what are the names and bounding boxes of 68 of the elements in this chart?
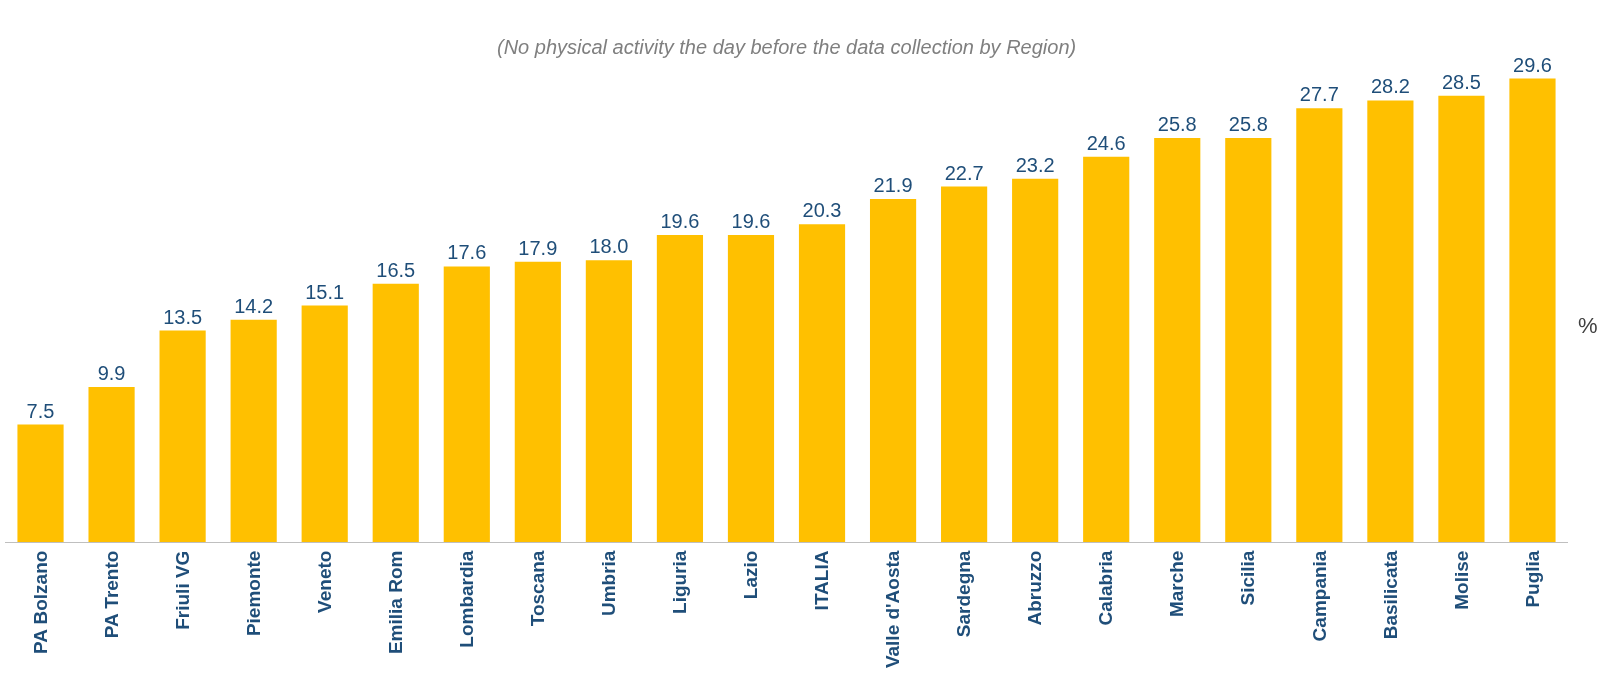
bar — [1509, 78, 1556, 542]
data-label: 17.6 — [447, 241, 487, 264]
x-tick-label: Valle d'Aosta — [882, 550, 904, 669]
bar — [869, 199, 917, 542]
data-label: 19.6 — [731, 210, 771, 233]
y-axis-title: % — [1578, 313, 1598, 338]
bar — [159, 330, 206, 542]
x-tick-label: Sardegna — [953, 550, 975, 638]
bar — [1154, 138, 1201, 542]
bar — [1083, 156, 1130, 542]
bar — [656, 235, 704, 542]
x-tick-label: Molise — [1450, 550, 1472, 610]
bar — [727, 235, 775, 542]
x-tick-label: Umbria — [598, 550, 620, 617]
x-tick-label: Liguria — [669, 550, 691, 614]
x-tick-label: Campania — [1308, 550, 1330, 642]
bar — [301, 305, 348, 542]
x-tick-label: Calabria — [1095, 550, 1117, 626]
data-label: 13.5 — [163, 305, 203, 328]
bar — [230, 319, 277, 542]
x-tick-label: Lazio — [740, 550, 762, 600]
data-label: 17.9 — [518, 236, 558, 259]
x-tick-label: Marche — [1166, 550, 1188, 618]
data-label: 16.5 — [376, 258, 416, 281]
bar — [798, 224, 846, 542]
bar — [372, 283, 419, 542]
bar — [443, 266, 490, 542]
x-tick-label: Piemonte — [242, 550, 264, 637]
bar — [17, 424, 64, 542]
x-tick-label: Lombardia — [455, 550, 477, 648]
chart-subtitle: (No physical activity the day before the data collection by Region) — [497, 36, 1077, 58]
data-label: 18.0 — [589, 235, 629, 258]
x-tick-label: Abruzzo — [1024, 550, 1046, 626]
data-label: 14.2 — [234, 294, 274, 317]
data-label: 28.5 — [1441, 70, 1481, 93]
bar — [514, 261, 561, 542]
data-label: 20.3 — [802, 199, 842, 222]
data-label: 22.7 — [944, 161, 984, 184]
data-label: 29.6 — [1513, 53, 1552, 76]
data-label: 15.1 — [305, 280, 345, 303]
x-tick-label: PA Trento — [100, 550, 122, 639]
data-label: 9.9 — [97, 361, 126, 384]
data-label: 7.5 — [26, 399, 55, 422]
bar — [1012, 178, 1059, 542]
x-tick-label: Toscana — [527, 550, 549, 627]
x-tick-label: Puglia — [1521, 550, 1543, 608]
x-tick-label: Friuli VG — [171, 550, 193, 630]
data-label: 19.6 — [660, 210, 700, 233]
x-tick-label: Emilia Rom — [384, 550, 406, 655]
bar — [585, 260, 632, 542]
data-label: 23.2 — [1015, 153, 1055, 176]
bar — [88, 386, 135, 542]
x-tick-label: Sicilia — [1237, 550, 1259, 606]
data-label: 27.7 — [1299, 83, 1339, 106]
x-tick-label: Veneto — [313, 550, 335, 613]
x-tick-label: Basilicata — [1379, 550, 1401, 640]
data-label: 21.9 — [873, 174, 913, 197]
x-tick-label: ITALIA — [811, 550, 833, 611]
data-label: 25.8 — [1157, 113, 1197, 136]
bar — [941, 186, 988, 542]
x-tick-label: PA Bolzano — [29, 550, 51, 655]
bar — [1438, 95, 1485, 542]
bar — [1225, 138, 1272, 542]
data-label: 28.2 — [1370, 75, 1410, 98]
bar — [1367, 100, 1414, 542]
bar — [1296, 108, 1343, 542]
data-label: 25.8 — [1228, 113, 1268, 136]
data-label: 24.6 — [1086, 131, 1126, 154]
